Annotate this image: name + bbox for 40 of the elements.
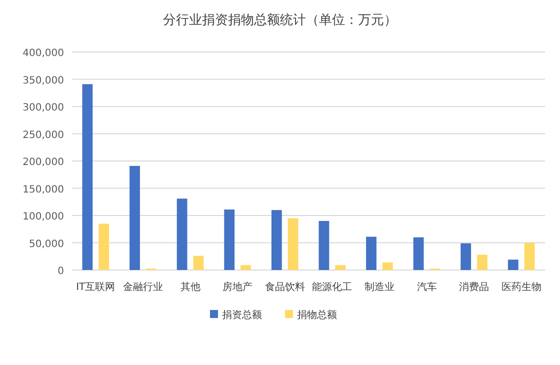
- legend-label: 捐资总额: [222, 309, 262, 321]
- bar: [460, 243, 472, 270]
- legend-label: 捐物总额: [297, 309, 337, 321]
- bar: [176, 198, 188, 270]
- x-tick-label: 能源化工: [312, 281, 352, 293]
- x-tick-label: 其他: [180, 281, 200, 293]
- x-tick-label: 医药生物: [501, 281, 542, 293]
- x-tick-label: 制造业: [364, 281, 394, 293]
- y-tick-label: 400,000: [22, 48, 64, 59]
- y-tick-label: 100,000: [22, 212, 64, 222]
- bar: [193, 256, 204, 270]
- y-tick-label: 0: [58, 266, 64, 277]
- bar: [82, 84, 93, 270]
- bar: [335, 265, 346, 270]
- bar: [271, 210, 282, 270]
- x-tick-label: 金融行业: [122, 281, 163, 293]
- bar: [477, 254, 488, 270]
- x-tick-label: 房地产: [222, 281, 253, 293]
- bar: [508, 260, 518, 270]
- title: 分行业捐资捐物总额统计（单位：万元）: [163, 13, 397, 28]
- x-tick-label: 食品饮料: [264, 281, 305, 293]
- bar: [524, 242, 535, 270]
- y-tick-label: 200,000: [22, 157, 64, 168]
- y-tick-label: 300,000: [22, 102, 64, 114]
- bar: [366, 236, 376, 270]
- y-tick-label: 250,000: [22, 130, 64, 141]
- y-tick-label: 50,000: [29, 238, 64, 250]
- x-tick-label: IT互联网: [76, 281, 116, 293]
- bar: [382, 262, 393, 270]
- bar: [413, 237, 424, 270]
- x-tick-label: 消费品: [459, 281, 490, 293]
- bar: [130, 166, 140, 270]
- bar: [318, 220, 330, 270]
- bar: [240, 265, 251, 270]
- x-tick-label: 汽车: [416, 281, 437, 293]
- bar: [98, 224, 110, 270]
- y-tick-label: 350,000: [22, 75, 64, 86]
- y-tick-label: 150,000: [22, 184, 64, 196]
- bar: [288, 218, 298, 270]
- bar: [224, 210, 235, 270]
